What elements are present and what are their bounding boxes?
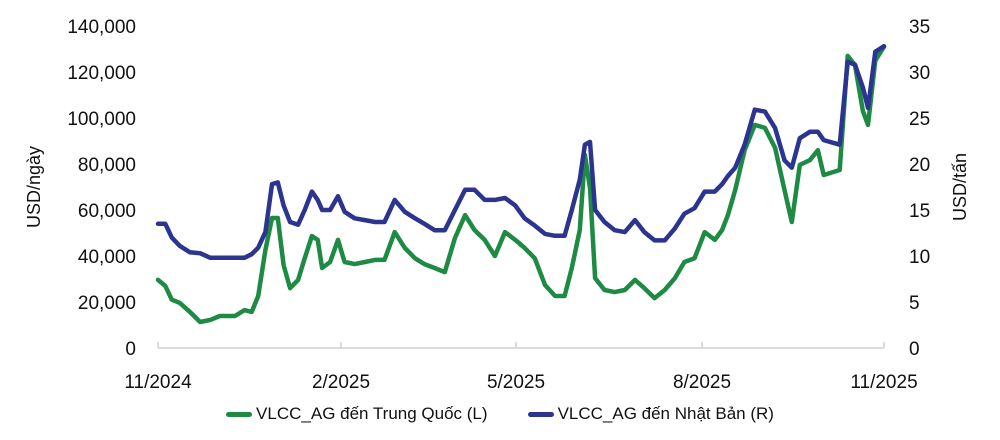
x-axis-ticks: 11/2024 2/2025 5/2025 8/2025 11/2025 [124,342,918,393]
x-tick-label: 5/2025 [487,372,545,393]
right-tick-label: 30 [909,63,930,84]
legend-swatch-blue [527,411,554,417]
legend-item-trung-quoc: VLCC_AG đến Trung Quốc (L) [226,404,488,424]
left-tick-label: 60,000 [78,201,136,222]
right-axis-ticks: 0 5 10 15 20 25 30 35 [909,17,930,360]
legend-label: VLCC_AG đến Nhật Bản (R) [557,404,774,423]
left-tick-label: 20,000 [78,293,136,314]
left-tick-label: 140,000 [67,17,136,38]
left-tick-label: 100,000 [67,109,136,130]
right-tick-label: 25 [909,109,930,130]
left-axis-title: USD/ngày [24,146,44,228]
x-tick-label: 11/2024 [124,372,192,393]
right-tick-label: 5 [909,293,920,314]
legend-swatch-green [226,411,253,417]
left-axis-ticks: 0 20,000 40,000 60,000 80,000 100,000 120,000 1… [67,17,136,360]
legend: VLCC_AG đến Trung Quốc (L) VLCC_AG đến N… [0,404,1000,424]
legend-label: VLCC_AG đến Trung Quốc (L) [256,404,488,423]
x-tick-label: 11/2025 [850,372,917,393]
right-tick-label: 35 [909,17,930,38]
x-tick-label: 8/2025 [673,372,731,393]
right-tick-label: 15 [909,201,930,222]
right-tick-label: 10 [909,247,930,268]
series-line-nhat-ban [155,43,887,261]
series-line-trung-quoc [155,44,887,325]
left-tick-label: 120,000 [67,63,136,84]
right-axis-title: USD/tấn [950,153,970,221]
right-tick-label: 20 [909,155,930,176]
left-tick-label: 0 [125,339,136,360]
legend-item-nhat-ban: VLCC_AG đến Nhật Bản (R) [527,404,774,424]
left-tick-label: 80,000 [78,155,136,176]
left-tick-label: 40,000 [78,247,136,268]
right-tick-label: 0 [909,339,920,360]
x-tick-label: 2/2025 [312,372,370,393]
